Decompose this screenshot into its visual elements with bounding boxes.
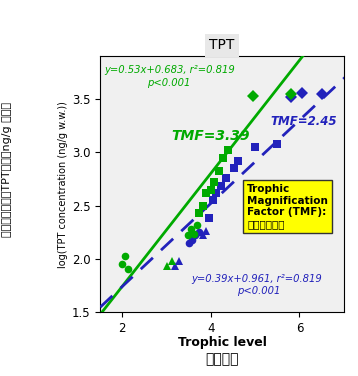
Text: p<0.001: p<0.001	[147, 78, 190, 88]
Text: TMF=3.39: TMF=3.39	[171, 129, 250, 143]
Text: p<0.001: p<0.001	[237, 286, 281, 296]
Text: Trophic
Magnification
Factor (TMF):
營養放大倍數: Trophic Magnification Factor (TMF): 營養放大…	[247, 184, 328, 229]
Title: TPT: TPT	[209, 38, 234, 53]
Text: 營養級別: 營養級別	[205, 353, 239, 367]
Y-axis label: log(TPT concentration (ng/g w.w.)): log(TPT concentration (ng/g w.w.))	[58, 101, 68, 268]
Text: TMF=2.45: TMF=2.45	[271, 115, 337, 128]
Text: y=0.39x+0.961, r²=0.819: y=0.39x+0.961, r²=0.819	[191, 274, 322, 284]
Text: y=0.53x+0.683, r²=0.819: y=0.53x+0.683, r²=0.819	[105, 65, 236, 75]
X-axis label: Trophic level: Trophic level	[178, 336, 266, 349]
Text: 海洋生物體內的TPT濃度（ng/g 濕重）: 海洋生物體內的TPT濃度（ng/g 濕重）	[2, 102, 12, 237]
